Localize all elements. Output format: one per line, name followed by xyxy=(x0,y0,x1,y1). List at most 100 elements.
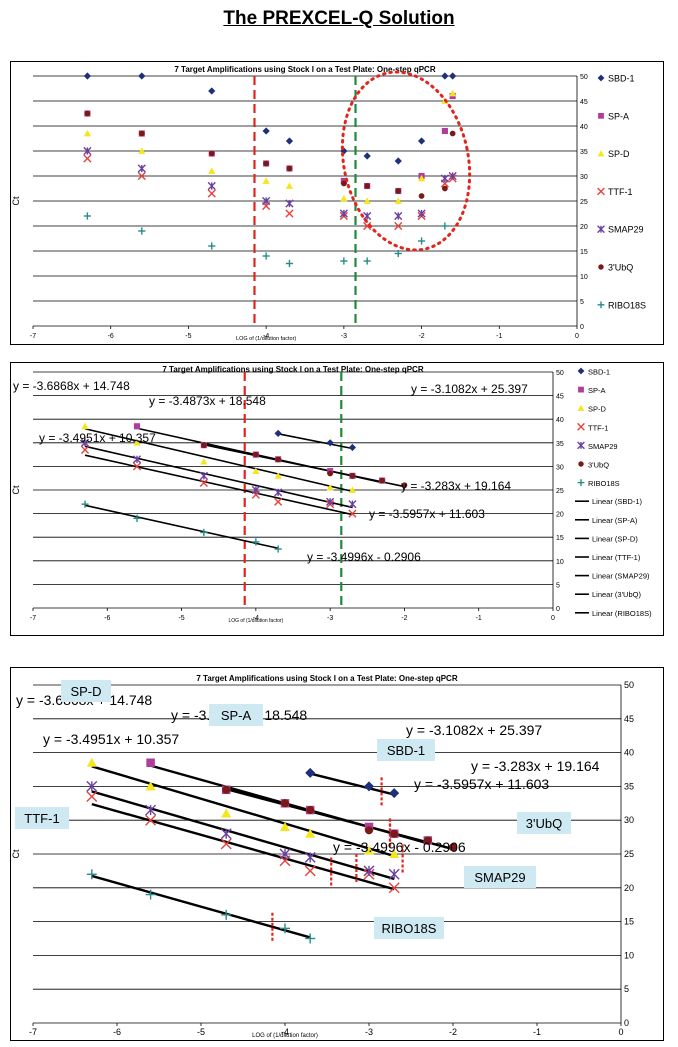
c1-y-tick-label: 20 xyxy=(580,224,588,231)
c1-point-3-ubq xyxy=(442,185,448,192)
c1-x-tick-label: -4 xyxy=(263,333,269,340)
c3-equation-smap29: y = -3.5957x + 11.603 xyxy=(414,776,549,792)
c2-point-smap29 xyxy=(251,485,260,495)
c1-point-sbd-1 xyxy=(208,87,216,95)
c2-legend-label-linear-sp-d: Linear (SP-D) xyxy=(592,534,638,543)
c3-point-sbd-1 xyxy=(389,788,400,799)
c2-legend-label-linear-sp-a: Linear (SP-A) xyxy=(592,516,638,525)
c2-point-sp-d xyxy=(133,439,141,446)
c1-y-tick-label: 0 xyxy=(580,324,584,331)
c2-point-ttf-1 xyxy=(80,445,90,454)
c2-legend-label-smap29: SMAP29 xyxy=(588,442,618,451)
c1-legend-label-ribo18s: RIBO18S xyxy=(608,300,646,310)
c2-point-sbd-1 xyxy=(348,443,357,452)
c1-y-tick-label: 30 xyxy=(580,174,588,181)
c3-point-sp-d xyxy=(86,757,97,767)
c1-x-tick-label: -6 xyxy=(108,333,114,340)
c2-legend-label-ribo18s: RIBO18S xyxy=(588,479,620,488)
c1-point-sp-d xyxy=(208,167,216,174)
svg-text:SMAP29: SMAP29 xyxy=(474,870,525,885)
c1-y-tick-label: 15 xyxy=(580,249,588,256)
c2-trendline-3-ubq xyxy=(203,443,405,488)
c3-y-axis-label: Ct xyxy=(11,849,21,858)
c3-point-sbd-1 xyxy=(364,781,374,792)
c2-legend-label-linear-3-ubq: Linear (3'UbQ) xyxy=(592,590,641,599)
c2-x-tick-label: 0 xyxy=(551,615,555,622)
c1-legend-label-sp-d: SP-D xyxy=(608,149,630,159)
chart-panel-trendlines: 0 5 10 15 20 25 30 35 40 45 50 -7 -6 -5 -4 -3 -2 -1 0 7 Tar… xyxy=(10,362,664,636)
c1-point-sp-d xyxy=(138,147,146,154)
c2-x-tick-label: -6 xyxy=(104,615,110,622)
c2-y-tick-label: 20 xyxy=(556,512,564,519)
c3-point-ribo18s xyxy=(86,869,97,880)
c3-x-axis-label: LOG of (1/dilution factor) xyxy=(252,1033,318,1039)
c2-trendline-sp-d xyxy=(84,427,353,493)
c1-point-smap29 xyxy=(285,199,294,208)
c1-point-smap29 xyxy=(339,209,348,218)
c3-point-smap29 xyxy=(304,851,316,863)
svg-text:3'UbQ: 3'UbQ xyxy=(526,816,562,831)
c1-point-ttf-1 xyxy=(83,154,92,163)
c1-legend-label-sbd-1: SBD-1 xyxy=(608,74,635,84)
c3-chart-title: 7 Target Amplifications using Stock I on… xyxy=(196,674,457,683)
c3-y-tick-label: 20 xyxy=(624,883,634,893)
c2-point-ribo18s xyxy=(81,500,89,508)
c1-legend-label-smap29: SMAP29 xyxy=(608,225,644,235)
c3-point-ribo18s xyxy=(305,933,316,944)
c3-trendline-sp-d xyxy=(91,765,395,858)
c2-legend-marker-sbd-1 xyxy=(577,367,585,375)
c2-legend-label-3-ubq: 3'UbQ xyxy=(588,461,609,470)
c2-point-ttf-1 xyxy=(199,478,208,488)
c2-point-3-ubq xyxy=(200,442,207,449)
c2-y-tick-label: 0 xyxy=(556,606,560,613)
c1-point-ttf-1 xyxy=(137,171,146,181)
c2-point-sp-d xyxy=(274,472,282,479)
c3-point-sp-d xyxy=(389,849,400,858)
c1-point-sp-d xyxy=(83,129,91,137)
c3-callout-sp-a: SP-A xyxy=(209,704,263,726)
c2-trendline-ribo18s xyxy=(84,504,279,550)
c1-y-tick-label: 50 xyxy=(580,74,588,81)
c1-y-tick-label: 40 xyxy=(580,124,588,131)
c2-x-tick-label: -2 xyxy=(401,615,407,622)
c1-point-3-ubq xyxy=(286,165,293,172)
c2-y-tick-label: 35 xyxy=(556,441,564,448)
svg-text:TTF-1: TTF-1 xyxy=(24,811,59,826)
c2-legend-label-linear-smap29: Linear (SMAP29) xyxy=(592,572,650,581)
c3-point-smap29 xyxy=(363,865,375,877)
c2-y-tick-label: 50 xyxy=(556,370,564,377)
c3-x-tick-label: -3 xyxy=(365,1027,373,1037)
c2-point-smap29 xyxy=(274,488,283,497)
chart-annotated-svg: 0 5 10 15 20 25 30 35 40 45 50 -7 -6 -5 -4 -3 -2 -1 0 7 Tar… xyxy=(11,674,634,1039)
c3-trendline-smap29 xyxy=(91,790,395,881)
c1-point-smap29 xyxy=(83,146,92,156)
c2-x-tick-label: -4 xyxy=(253,615,259,622)
c3-point-sp-d xyxy=(280,821,290,831)
c2-legend-marker-sp-d xyxy=(577,404,585,411)
c2-legend-label-linear-sbd-1: Linear (SBD-1) xyxy=(592,497,643,506)
c2-point-sp-d xyxy=(252,467,260,474)
c1-point-sbd-1 xyxy=(340,147,348,155)
c1-point-sbd-1 xyxy=(285,137,294,145)
c1-point-ribo18s xyxy=(441,222,449,230)
c2-x-tick-label: -5 xyxy=(178,615,184,622)
chart-panel-annotated: 0 5 10 15 20 25 30 35 40 45 50 -7 -6 -5 -4 -3 -2 -1 0 7 Tar… xyxy=(10,667,664,1041)
c3-callout-3-ubq: 3'UbQ xyxy=(517,812,571,834)
c1-point-3-ubq xyxy=(418,193,425,199)
c2-point-smap29 xyxy=(132,455,142,464)
c1-chart-title: 7 Target Amplifications using Stock I on… xyxy=(174,65,435,74)
c2-legend-label-linear-ttf-1: Linear (TTF-1) xyxy=(592,553,641,562)
c1-point-ribo18s xyxy=(394,249,402,258)
c1-legend-marker-sbd-1 xyxy=(597,74,605,82)
c3-trendline-sbd-1 xyxy=(309,772,395,796)
c2-equation-sbd-1: y = -3.1082x + 25.397 xyxy=(411,382,528,396)
c1-legend-label-3-ubq: 3'UbQ xyxy=(608,263,633,273)
svg-text:SP-D: SP-D xyxy=(70,684,101,699)
c2-point-sp-d xyxy=(81,422,89,430)
c1-point-ribo18s xyxy=(208,242,216,250)
c3-trendline-ttf-1 xyxy=(91,802,395,891)
c1-x-tick-label: -1 xyxy=(496,333,502,340)
c2-legend-marker-ribo18s xyxy=(577,479,585,486)
c3-equation-ribo18s: y = -3.4996x - 0.2906 xyxy=(333,839,466,855)
c1-point-3-ubq xyxy=(263,160,270,167)
